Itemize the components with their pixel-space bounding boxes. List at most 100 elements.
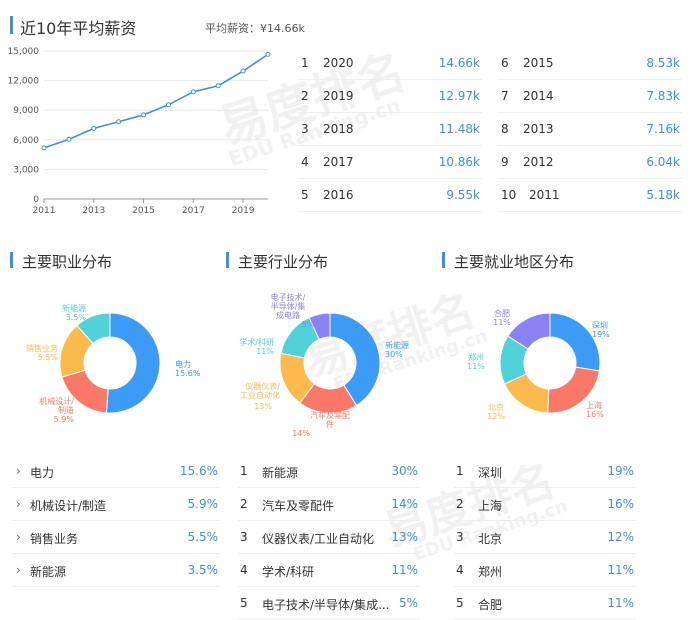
slice-label: 北京	[488, 402, 504, 412]
donut-slice	[76, 312, 111, 345]
salary-line-chart: 0 3,000 6,000 9,000 12,000 15,000 2011 2013 2015…	[8, 47, 271, 216]
list-item-value: 11%	[607, 596, 634, 610]
section-marker	[10, 252, 13, 268]
row-salary: 6.04k	[646, 155, 680, 169]
x-tick-label: 2015	[132, 206, 155, 216]
average-salary-label: 平均薪资：¥14.66k	[205, 22, 305, 35]
row-rank: 5	[301, 188, 309, 202]
list-item: 4 学术/科研 11%	[238, 554, 420, 587]
section-marker	[10, 16, 13, 34]
y-tick-label: 3,000	[13, 165, 39, 175]
salary-year-row: 5 2016 9.55k	[298, 179, 482, 212]
slice-label: 3.5%	[66, 313, 87, 322]
salary-year-row: 10 2011 5.18k	[498, 179, 682, 212]
slice-label: 上海	[586, 400, 602, 410]
list-item: 2 汽车及零配件 14%	[238, 488, 420, 521]
slice-label: 11%	[256, 347, 274, 356]
salary-point	[165, 102, 171, 108]
list-item: 3 仪器仪表/工业自动化 13%	[238, 521, 420, 554]
slice-label: 11%	[493, 318, 511, 327]
donut-slice	[507, 312, 551, 350]
slice-label: 5%	[302, 320, 315, 329]
row-year: 2020	[323, 56, 354, 70]
list-item[interactable]: › 销售业务 5.5%	[12, 521, 220, 554]
list-item-value: 11%	[607, 563, 634, 577]
list-item-value: 16%	[607, 497, 634, 511]
chevron-right-icon: ›	[16, 464, 21, 478]
list-item-rank: 3	[456, 530, 464, 544]
slice-label: 电力	[175, 359, 191, 369]
row-rank: 9	[501, 155, 509, 169]
list-item-name: 合肥	[478, 598, 503, 612]
row-rank: 7	[501, 89, 509, 103]
salary-year-row: 8 2013 7.16k	[498, 113, 682, 146]
list-item-name: 汽车及零配件	[262, 499, 335, 513]
slice-label: 电子技术/	[271, 292, 306, 302]
list-item-value: 13%	[391, 530, 418, 544]
slice-label: 12%	[487, 412, 505, 421]
salary-line	[43, 53, 269, 149]
slice-label: 13%	[254, 402, 272, 411]
y-tick-label: 9,000	[13, 106, 39, 116]
list-item-value: 12%	[607, 530, 634, 544]
slice-label: 件	[326, 419, 334, 429]
section-marker	[226, 252, 229, 268]
slice-label: 16%	[586, 410, 604, 419]
row-year: 2012	[523, 155, 554, 169]
region-title: 主要就业地区分布	[454, 253, 575, 271]
list-item[interactable]: › 电力 15.6%	[12, 455, 220, 488]
occupation-title: 主要职业分布	[22, 253, 113, 271]
x-tick-label: 2019	[232, 206, 255, 216]
salary-point	[265, 51, 271, 57]
row-salary: 14.66k	[438, 56, 480, 70]
slice-label: 深圳	[592, 320, 608, 330]
slice-label: 郑州	[468, 352, 484, 362]
x-tick-label: 2013	[82, 206, 105, 216]
slice-label: 学术/科研	[239, 337, 274, 347]
salary-point	[215, 83, 221, 89]
salary-year-row: 4 2017 10.86k	[298, 146, 482, 179]
y-tick-label: 0	[33, 195, 39, 205]
row-rank: 1	[301, 56, 309, 70]
slice-label: 制造	[58, 405, 74, 415]
list-item-value: 5%	[398, 596, 418, 610]
list-item-name: 电力	[30, 466, 55, 480]
slice-label: 仪器仪表/	[245, 381, 280, 391]
row-salary: 8.53k	[646, 56, 680, 70]
list-item-name: 学术/科研	[262, 565, 315, 579]
slice-label: 5.9%	[54, 415, 75, 424]
list-item-rank: 3	[240, 530, 248, 544]
slice-label: 11%	[467, 362, 485, 371]
salary-year-row: 3 2018 11.48k	[298, 113, 482, 146]
list-item-name: 销售业务	[30, 532, 79, 546]
slice-label: 14%	[292, 429, 310, 438]
row-rank: 4	[301, 155, 309, 169]
row-year: 2011	[529, 188, 560, 202]
row-salary: 12.97k	[438, 89, 480, 103]
salary-point	[41, 145, 47, 151]
salary-point	[141, 112, 147, 118]
slice-label: 新能源	[385, 340, 409, 350]
list-item-value: 5.5%	[187, 530, 219, 544]
list-item[interactable]: › 新能源 3.5%	[12, 554, 220, 587]
y-tick-label: 12,000	[8, 77, 40, 87]
list-item-value: 19%	[607, 464, 634, 478]
list-item-name: 仪器仪表/工业自动化	[262, 532, 375, 546]
y-tick-label: 15,000	[8, 47, 40, 57]
list-item-name: 郑州	[478, 565, 503, 579]
list-item: 5 合肥 11%	[454, 587, 636, 620]
slice-label: 成电路	[276, 310, 300, 320]
chevron-right-icon: ›	[16, 530, 21, 544]
slice-label: 半导体/集	[271, 301, 306, 311]
list-item-name: 北京	[478, 532, 503, 546]
list-item[interactable]: › 机械设计/制造 5.9%	[12, 488, 220, 521]
list-item-name: 新能源	[262, 466, 299, 480]
list-item-value: 15.6%	[179, 464, 218, 478]
chevron-right-icon: ›	[16, 563, 21, 577]
slice-label: 工业自动化	[240, 390, 280, 400]
donut-slice	[105, 312, 161, 414]
salary-point	[240, 68, 246, 74]
list-item: 3 北京 12%	[454, 521, 636, 554]
